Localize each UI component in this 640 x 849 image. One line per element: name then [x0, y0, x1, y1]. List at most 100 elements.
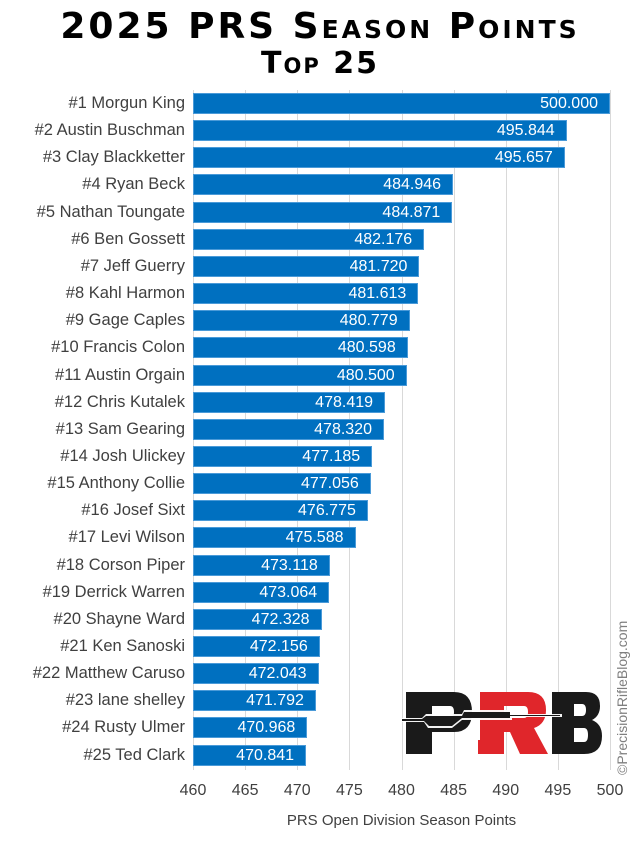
bar-value-label: 477.185 [302, 447, 361, 465]
bar-row: 475.588 [193, 527, 610, 549]
category-label: #11 Austin Orgain [55, 365, 185, 384]
bar-value-label: 470.968 [237, 719, 296, 737]
bar: 482.176 [193, 228, 425, 250]
x-tick-label: 490 [492, 782, 520, 799]
bar-row: 470.841 [193, 744, 610, 766]
bar-value-label: 475.588 [285, 529, 344, 547]
chart-subtitle: Top 25 [261, 46, 379, 81]
category-label: #20 Shayne Ward [53, 609, 185, 628]
category-label: #23 lane shelley [65, 691, 185, 710]
bar: 473.118 [193, 554, 330, 576]
x-tick-label: 470 [283, 782, 311, 799]
category-label: #12 Chris Kutalek [54, 392, 185, 411]
bar-value-label: 500.000 [540, 95, 598, 112]
bar: 495.844 [193, 120, 567, 142]
bar-value-label: 476.775 [298, 502, 356, 520]
bar-value-label: 480.779 [339, 312, 398, 330]
bar-row: 481.613 [193, 283, 610, 305]
bar: 472.328 [193, 608, 322, 630]
category-label: #18 Corson Piper [56, 555, 185, 574]
bar-row: 495.844 [193, 120, 610, 142]
bar-row: 482.176 [193, 228, 610, 250]
category-label: #10 Francis Colon [51, 338, 185, 357]
bar-row: 484.871 [193, 201, 610, 223]
bar-value-label: 478.419 [315, 393, 374, 411]
bar-value-label: 473.064 [259, 583, 318, 601]
category-label: #16 Josef Sixt [81, 501, 185, 520]
bar-row: 472.043 [193, 663, 610, 685]
bar-row: 472.156 [193, 636, 610, 657]
bar-value-label: 482.176 [354, 230, 413, 248]
bar-row: 473.118 [193, 554, 610, 576]
gridline [402, 90, 403, 770]
bar-row: 477.056 [193, 473, 610, 495]
gridline [558, 90, 559, 770]
category-label: #6 Ben Gossett [71, 229, 185, 248]
bar-value-label: 478.320 [314, 420, 372, 438]
gridline [454, 90, 455, 770]
x-axis-title: PRS Open Division Season Points [286, 812, 517, 829]
bar-value-label: 477.056 [300, 475, 359, 493]
category-label: #17 Levi Wilson [68, 528, 185, 547]
bar: 472.043 [193, 663, 319, 685]
bar-value-label: 495.844 [496, 122, 555, 140]
bar-row: 495.657 [193, 147, 610, 169]
bar-value-label: 495.657 [494, 149, 553, 167]
chart-title: 2025 PRS Season Points [60, 6, 580, 47]
category-label: #2 Austin Buschman [34, 121, 185, 140]
bar: 472.156 [193, 636, 320, 657]
bar: 478.320 [193, 418, 384, 440]
bar: 476.775 [193, 500, 368, 522]
category-label: #19 Derrick Warren [42, 582, 185, 601]
bar-row: 480.500 [193, 364, 610, 386]
category-label: #25 Ted Clark [83, 745, 185, 764]
bar: 478.419 [193, 391, 386, 413]
bar-row: 473.064 [193, 581, 610, 603]
category-label: #3 Clay Blackketter [42, 148, 185, 167]
bar: 470.841 [193, 744, 307, 766]
bar-row: 484.946 [193, 174, 610, 196]
bar: 480.598 [193, 337, 408, 359]
bar-value-label: 484.871 [382, 203, 441, 221]
bar-value-label: 480.598 [337, 339, 396, 357]
category-label: #8 Kahl Harmon [65, 284, 185, 303]
bar-value-label: 473.118 [261, 556, 318, 574]
bar-row: 471.792 [193, 690, 610, 712]
x-tick-label: 465 [231, 782, 259, 799]
x-tick-label: 475 [336, 782, 363, 799]
bar-row: 480.598 [193, 337, 610, 359]
x-tick-label: 500 [596, 782, 624, 799]
category-label: #15 Anthony Collie [47, 474, 185, 493]
bar: 495.657 [193, 147, 565, 169]
bar-row: 470.968 [193, 717, 610, 739]
category-label: #24 Rusty Ulmer [62, 718, 185, 737]
bar-row: 478.419 [193, 391, 610, 413]
bar-value-label: 481.720 [349, 257, 408, 275]
category-label: #21 Ken Sanoski [60, 637, 185, 655]
x-tick-label: 495 [544, 782, 572, 799]
x-tick-label: 480 [388, 782, 415, 799]
prb-logo-icon [402, 692, 602, 754]
bar: 471.792 [193, 690, 316, 712]
bar: 484.946 [193, 174, 454, 196]
bar: 470.968 [193, 717, 308, 739]
bar: 477.185 [193, 445, 373, 467]
copyright-watermark: ©PrecisionRifleBlog.com [614, 620, 630, 775]
bar: 481.720 [193, 255, 420, 277]
gridline [506, 90, 507, 770]
gridline [610, 90, 611, 770]
bar-row: 472.328 [193, 608, 610, 630]
bar: 480.500 [193, 364, 407, 386]
bar-value-label: 471.792 [246, 692, 304, 710]
bar-value-label: 484.946 [383, 176, 442, 194]
category-label: #1 Morgun King [68, 94, 186, 112]
bar: 475.588 [193, 527, 356, 549]
bar-row: 477.185 [193, 445, 610, 467]
category-label: #7 Jeff Guerry [80, 256, 185, 275]
bar: 473.064 [193, 581, 330, 603]
bar: 484.871 [193, 201, 453, 223]
category-label: #22 Matthew Caruso [32, 664, 185, 683]
x-tick-label: 485 [440, 782, 467, 799]
plot-area: 500.000 495.844 495.657 484.946 484.871 482.1… [193, 90, 611, 770]
bar-value-label: 472.156 [249, 638, 308, 655]
